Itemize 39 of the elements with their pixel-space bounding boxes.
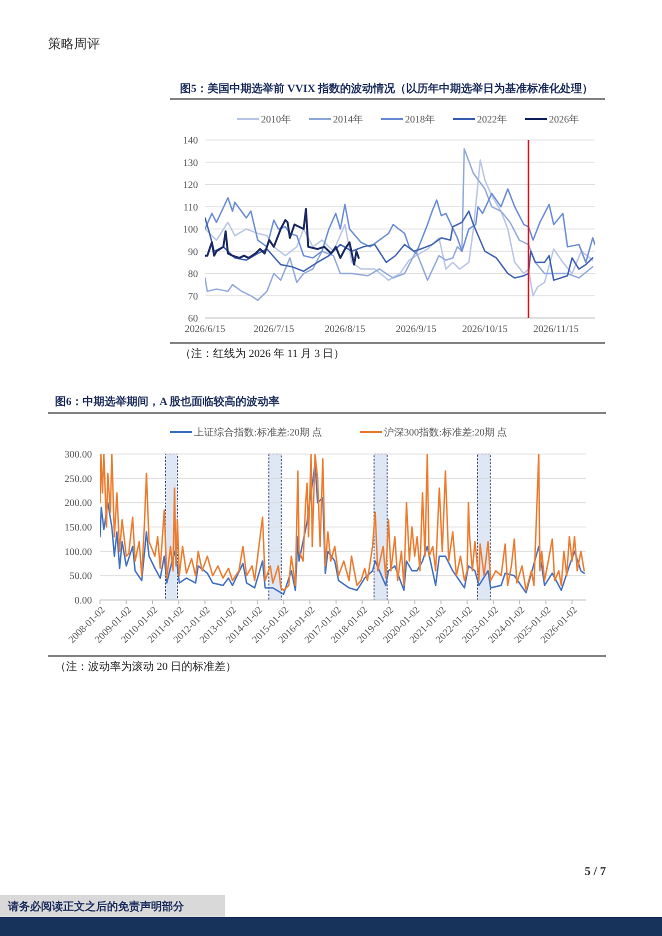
x-tick-label: 2026/9/15 bbox=[396, 324, 436, 335]
legend-label: 2014年 bbox=[333, 114, 363, 126]
chart-title: 图6：中期选举期间，A 股也面临较高的波动率 bbox=[55, 395, 280, 408]
line-series bbox=[205, 210, 594, 281]
y-tick-label: 130 bbox=[183, 158, 198, 169]
text: （注：波动率为滚动 20 日的标准差） bbox=[55, 660, 236, 673]
y-tick-label: 120 bbox=[183, 180, 198, 191]
y-tick-label: 50.00 bbox=[70, 571, 92, 582]
text: 请务必阅读正文之后的免责声明部分 bbox=[7, 900, 185, 913]
x-tick-label: 2026/10/15 bbox=[462, 324, 508, 335]
y-tick-label: 90 bbox=[188, 246, 198, 258]
y-tick-label: 110 bbox=[183, 202, 198, 214]
y-tick-label: 60 bbox=[188, 314, 198, 324]
y-tick-label: 150.00 bbox=[64, 522, 92, 534]
text: 策略周评 bbox=[48, 36, 100, 51]
x-tick-label: 2026/7/15 bbox=[254, 324, 294, 335]
text: 5 / 7 bbox=[584, 864, 606, 878]
x-tick-label: 2026/11/15 bbox=[533, 324, 579, 335]
x-tick-label: 2026/8/15 bbox=[324, 324, 366, 335]
legend-label: 上证综合指数:标准差:20期 点 bbox=[194, 426, 322, 438]
line-series bbox=[205, 188, 595, 264]
x-tick-label: 2026/6/15 bbox=[184, 324, 226, 335]
y-tick-label: 100 bbox=[183, 224, 198, 236]
legend-label: 2018年 bbox=[405, 114, 435, 126]
y-tick-label: 140 bbox=[183, 136, 198, 146]
y-tick-label: 80 bbox=[188, 269, 198, 280]
legend-label: 2022年 bbox=[477, 114, 507, 126]
line-series bbox=[205, 208, 360, 266]
text: （注：红线为 2026 年 11 月 3 日） bbox=[180, 347, 345, 360]
legend-label: 2010年 bbox=[261, 114, 291, 126]
y-tick-label: 200.00 bbox=[64, 498, 92, 510]
chart-title: 图5：美国中期选举前 VVIX 指数的波动情况（以历年中期选举日为基准标准化处理） bbox=[180, 82, 594, 95]
y-tick-label: 250.00 bbox=[64, 474, 92, 485]
y-tick-label: 100.00 bbox=[64, 546, 92, 558]
y-tick-label: 0.00 bbox=[74, 596, 92, 606]
y-tick-label: 70 bbox=[188, 291, 198, 302]
y-tick-label: 300.00 bbox=[64, 450, 92, 460]
legend-label: 沪深300指数:标准差:20期 点 bbox=[384, 426, 508, 438]
legend-label: 2026年 bbox=[549, 114, 579, 126]
